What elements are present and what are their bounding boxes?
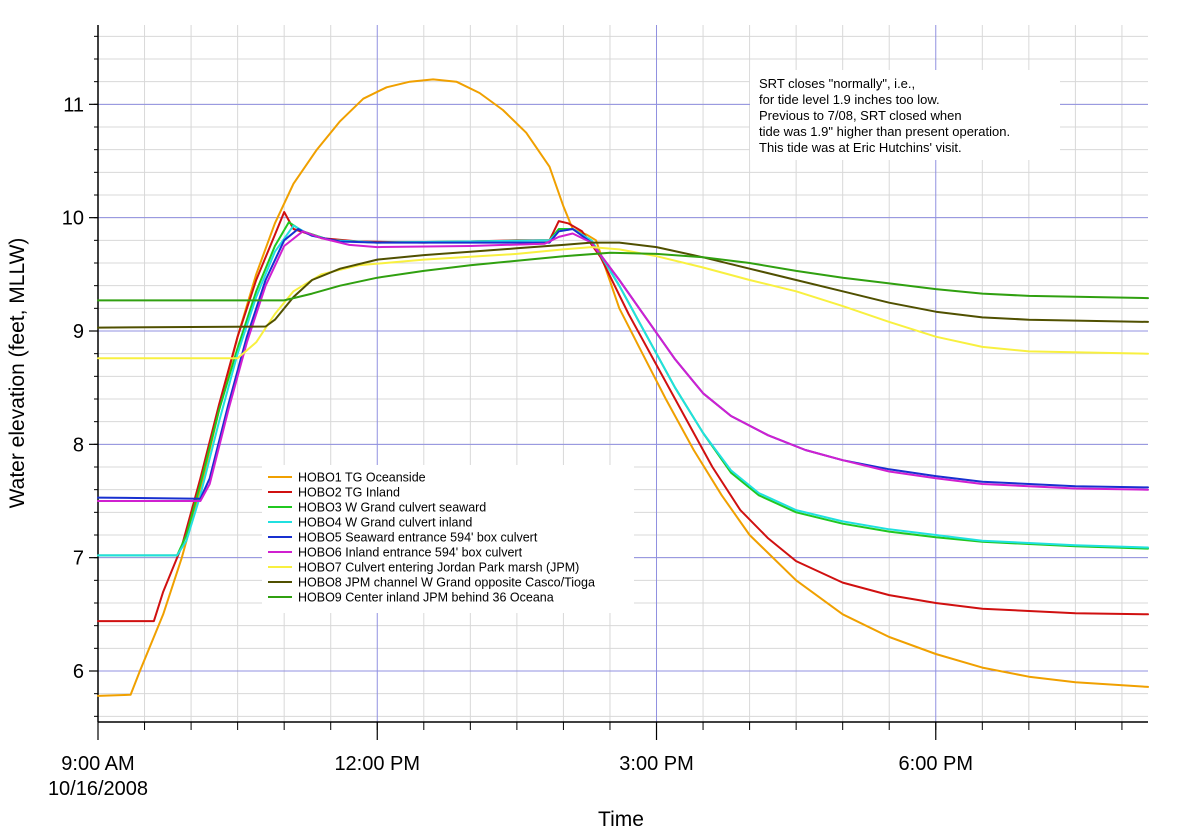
- x-axis-ticks: 9:00 AM 10/16/2008 12:00 PM 3:00 PM 6:00 PM: [48, 722, 1123, 800]
- legend-label: HOBO7 Culvert entering Jordan Park marsh…: [298, 561, 579, 575]
- y-tick-label: 8: [73, 434, 84, 456]
- legend-label: HOBO5 Seaward entrance 594' box culvert: [298, 531, 538, 545]
- series-line-hobo9: [97, 251, 1149, 302]
- y-tick-label: 11: [63, 94, 84, 116]
- annotation-line-2: for tide level 1.9 inches too low.: [759, 92, 940, 107]
- legend-label: HOBO8 JPM channel W Grand opposite Casco…: [298, 576, 595, 590]
- series-lines: [97, 78, 1149, 697]
- y-axis-label: Water elevation (feet, MLLW): [6, 238, 29, 509]
- legend-label: HOBO6 Inland entrance 594' box culvert: [298, 546, 523, 560]
- annotation-box: SRT closes "normally", i.e., for tide le…: [750, 70, 1060, 160]
- annotation-line-1: SRT closes "normally", i.e.,: [759, 76, 915, 91]
- y-axis-ticks: 6 7 8 9 10 11: [62, 35, 98, 717]
- annotation-line-4: tide was 1.9" higher than present operat…: [759, 124, 1010, 139]
- series-line-hobo5: [97, 228, 1149, 500]
- y-tick-label: 6: [73, 661, 84, 683]
- series-line-hobo7: [97, 246, 1149, 360]
- annotation-line-5: This tide was at Eric Hutchins' visit.: [759, 140, 962, 155]
- x-tick-sublabel: 10/16/2008: [48, 778, 148, 800]
- series-line-hobo6: [97, 230, 1149, 502]
- annotation-line-3: Previous to 7/08, SRT closed when: [759, 108, 962, 123]
- x-axis-label: Time: [598, 808, 644, 831]
- y-tick-label: 10: [62, 208, 84, 230]
- x-tick-label: 6:00 PM: [899, 753, 973, 775]
- legend-label: HOBO1 TG Oceanside: [298, 471, 426, 485]
- legend-label: HOBO9 Center inland JPM behind 36 Oceana: [298, 591, 554, 605]
- series-line-hobo2: [97, 211, 1149, 623]
- series-line-hobo8: [97, 241, 1149, 329]
- legend-label: HOBO2 TG Inland: [298, 486, 400, 500]
- plot-area: [97, 25, 1148, 723]
- annotation-background: [750, 70, 1060, 160]
- x-tick-label: 3:00 PM: [619, 753, 693, 775]
- x-tick-label: 12:00 PM: [334, 753, 420, 775]
- y-tick-label: 9: [73, 321, 84, 343]
- x-tick-label: 9:00 AM: [61, 753, 134, 775]
- legend-label: HOBO4 W Grand culvert inland: [298, 516, 472, 530]
- legend-label: HOBO3 W Grand culvert seaward: [298, 501, 486, 515]
- legend-background: [262, 465, 634, 613]
- y-tick-label: 7: [73, 548, 84, 570]
